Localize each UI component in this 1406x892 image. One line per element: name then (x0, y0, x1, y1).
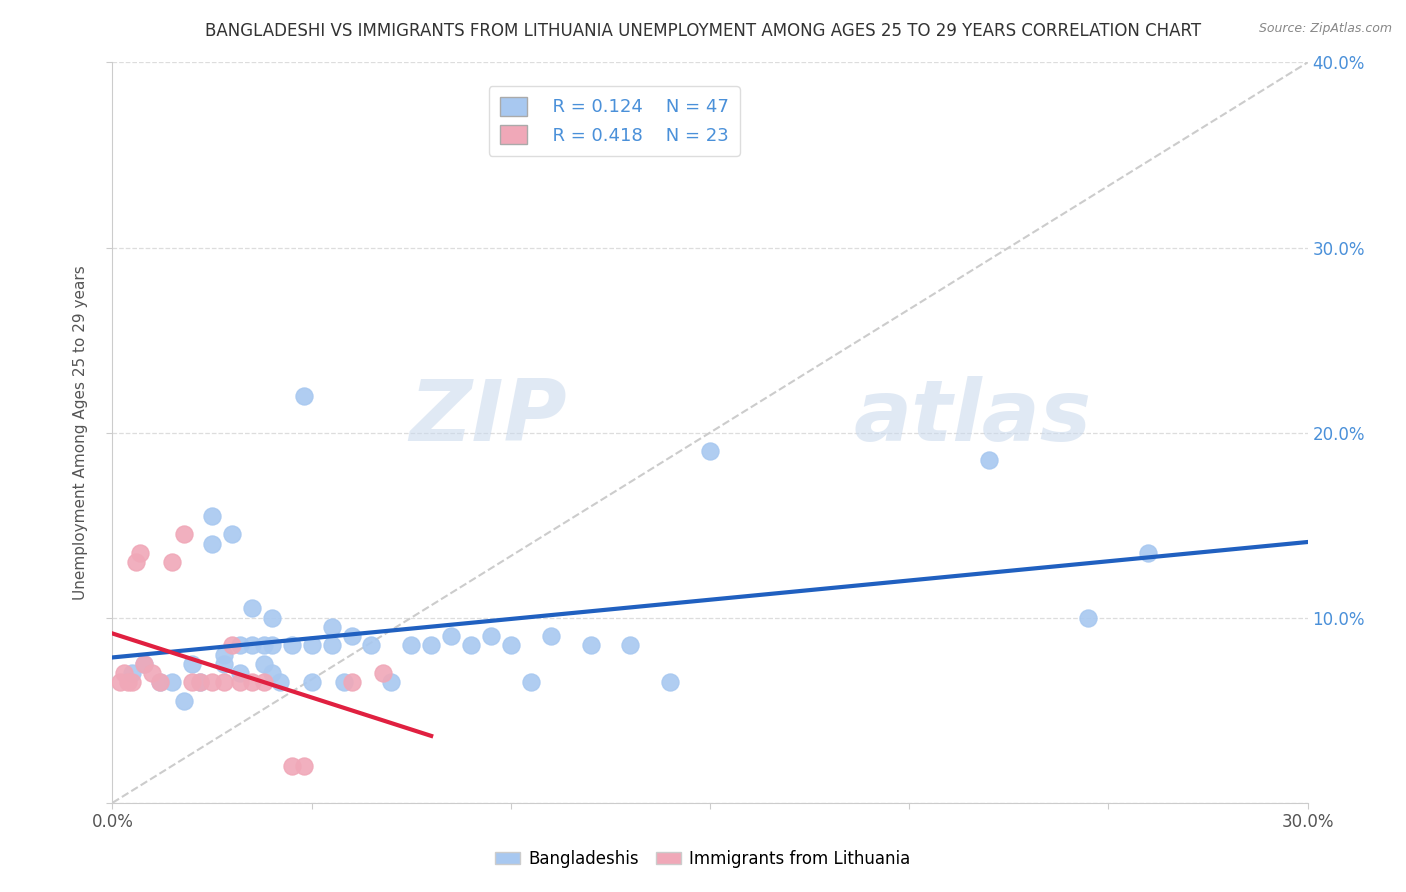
Point (229, 675, 252, 690)
Point (420, 639, 443, 653)
Point (181, 657, 204, 671)
Point (125, 555, 148, 569)
Legend:   R = 0.124    N = 47,   R = 0.418    N = 23: R = 0.124 N = 47, R = 0.418 N = 23 (489, 87, 740, 156)
Legend: Bangladeshis, Immigrants from Lithuania: Bangladeshis, Immigrants from Lithuania (489, 844, 917, 875)
Point (201, 508, 224, 523)
Point (188, 675, 211, 690)
Point (141, 666, 163, 681)
Point (499, 639, 522, 653)
Point (229, 666, 252, 681)
Point (253, 675, 276, 690)
Text: ZIP: ZIP (409, 376, 567, 459)
Point (1077, 610, 1099, 624)
Point (188, 675, 211, 690)
Point (240, 601, 263, 615)
Point (260, 610, 283, 624)
Point (401, 639, 423, 653)
Point (260, 666, 283, 681)
Point (229, 639, 252, 653)
Point (332, 675, 354, 690)
Point (260, 639, 283, 653)
Point (240, 675, 263, 690)
Point (321, 620, 343, 634)
Point (134, 657, 156, 671)
Point (321, 639, 343, 653)
Point (121, 666, 143, 681)
Point (173, 527, 195, 541)
Text: atlas: atlas (853, 376, 1091, 459)
Point (292, 388, 315, 402)
Point (659, 675, 682, 690)
Point (460, 639, 482, 653)
Point (269, 675, 291, 690)
Y-axis label: Unemployment Among Ages 25 to 29 years: Unemployment Among Ages 25 to 29 years (73, 265, 89, 600)
Point (253, 657, 276, 671)
Point (301, 675, 323, 690)
Point (340, 675, 363, 690)
Point (117, 675, 139, 690)
Point (121, 675, 143, 690)
Point (579, 639, 602, 653)
Point (540, 629, 562, 643)
Point (373, 666, 395, 681)
Point (380, 675, 402, 690)
Point (292, 758, 315, 772)
Point (1137, 546, 1160, 560)
Point (134, 657, 156, 671)
Point (149, 675, 172, 690)
Point (440, 629, 463, 643)
Point (340, 629, 363, 643)
Point (162, 675, 183, 690)
Point (173, 694, 195, 708)
Point (253, 639, 276, 653)
Point (221, 527, 243, 541)
Point (212, 675, 235, 690)
Point (212, 657, 235, 671)
Point (699, 444, 721, 458)
Point (212, 648, 235, 662)
Point (162, 555, 183, 569)
Point (619, 639, 641, 653)
Point (360, 639, 382, 653)
Point (201, 536, 224, 550)
Point (149, 675, 172, 690)
Point (110, 675, 132, 690)
Point (221, 639, 243, 653)
Point (479, 629, 502, 643)
Point (201, 675, 224, 690)
Text: BANGLADESHI VS IMMIGRANTS FROM LITHUANIA UNEMPLOYMENT AMONG AGES 25 TO 29 YEARS : BANGLADESHI VS IMMIGRANTS FROM LITHUANIA… (205, 22, 1201, 40)
Point (301, 639, 323, 653)
Text: Source: ZipAtlas.com: Source: ZipAtlas.com (1258, 22, 1392, 36)
Point (281, 639, 304, 653)
Point (129, 546, 152, 560)
Point (281, 758, 304, 772)
Point (520, 675, 543, 690)
Point (114, 666, 135, 681)
Point (977, 453, 1000, 467)
Point (240, 639, 263, 653)
Point (181, 675, 204, 690)
